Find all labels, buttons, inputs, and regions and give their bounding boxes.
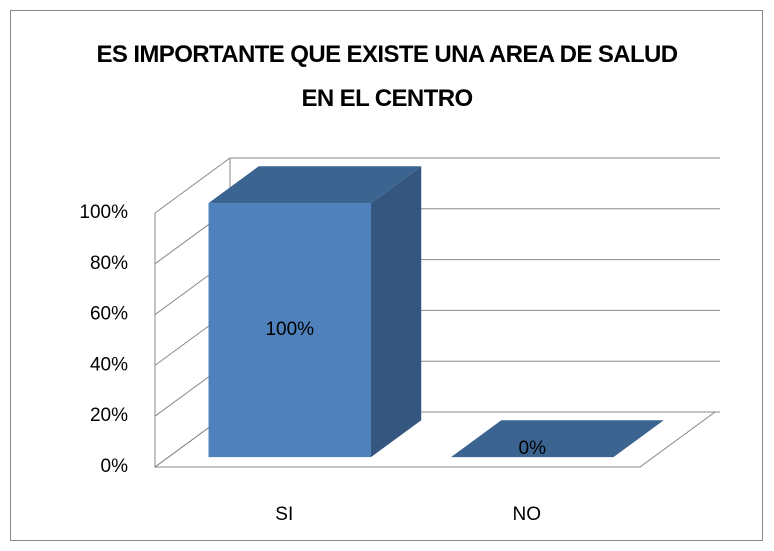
x-tick-label: NO	[513, 504, 542, 525]
data-label: 100%	[265, 319, 314, 340]
bar-front	[208, 203, 371, 458]
y-tick-label: 100%	[79, 202, 128, 223]
grid-line	[154, 157, 231, 214]
data-label: 0%	[519, 438, 547, 459]
chart-title: ES IMPORTANTE QUE EXISTE UNA AREA DE SAL…	[96, 41, 678, 112]
bar-top	[451, 420, 664, 458]
x-tick-label: SI	[275, 504, 293, 525]
y-tick-label: 80%	[90, 253, 128, 274]
bar-top	[208, 166, 422, 204]
bar-side	[370, 166, 422, 458]
y-tick-label: 40%	[90, 354, 128, 375]
y-tick-label: 0%	[101, 456, 129, 477]
y-tick-label: 20%	[90, 405, 128, 426]
y-tick-label: 60%	[90, 304, 128, 325]
